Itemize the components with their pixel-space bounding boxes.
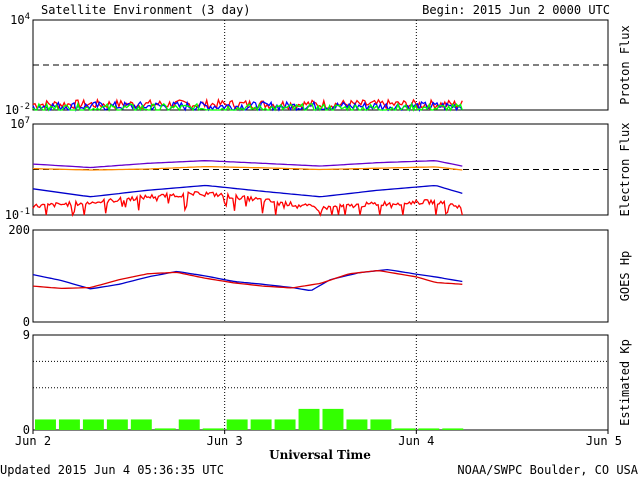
x-tick-label: Jun 3 <box>207 434 243 448</box>
y-tick-exponent: -1 <box>19 207 30 217</box>
panel-3: 200 0 GOES Hp <box>8 223 632 329</box>
kp-bar <box>322 408 344 430</box>
y-tick-label: 9 <box>23 328 30 342</box>
panel-frame <box>32 334 609 431</box>
panel-2: 107 10-1 Electron Flux <box>5 116 632 222</box>
kp-bar <box>226 419 248 430</box>
y-tick-exponent: -2 <box>19 102 30 112</box>
series-line <box>32 100 463 113</box>
begin-time: Begin: 2015 Jun 2 0000 UTC <box>422 3 610 17</box>
kp-bar <box>298 408 320 430</box>
y-tick-label: 0 <box>23 423 30 437</box>
kp-bar <box>394 428 416 430</box>
panels: 104 10-2 Proton Flux 107 10-1 Electron Flux 20… <box>5 12 632 448</box>
kp-bar <box>178 419 200 430</box>
series-line <box>32 160 463 169</box>
kp-bar <box>346 419 368 430</box>
kp-bar <box>58 419 80 430</box>
panel-frame <box>32 19 609 111</box>
kp-bar <box>418 428 440 430</box>
y-tick-exponent: 4 <box>25 12 30 22</box>
y-tick-label: 0 <box>23 315 30 329</box>
y-axis-label: GOES Hp <box>618 251 632 302</box>
kp-bar <box>82 419 104 430</box>
series-line <box>32 101 463 112</box>
kp-bar <box>370 419 392 430</box>
panel-frame <box>32 229 609 323</box>
series-line <box>32 97 463 111</box>
credit-text: NOAA/SWPC Boulder, CO USA <box>457 463 638 477</box>
x-tick-label: Jun 4 <box>398 434 434 448</box>
updated-timestamp: Updated 2015 Jun 4 05:36:35 UTC <box>0 463 224 477</box>
kp-bar <box>130 419 152 430</box>
kp-bar <box>154 428 176 430</box>
kp-bar <box>35 419 56 430</box>
x-axis: Jun 2 Jun 3 Jun 4 Jun 5 <box>15 430 622 448</box>
series-line <box>32 270 463 290</box>
chart-title: Satellite Environment (3 day) <box>41 3 251 17</box>
kp-bar <box>274 419 296 430</box>
y-tick-label: 104 <box>10 12 30 27</box>
y-axis-label: Electron Flux <box>618 123 632 217</box>
series-line <box>32 165 463 171</box>
x-axis-label: Universal Time <box>269 448 371 462</box>
y-tick-exponent: 7 <box>25 116 30 126</box>
kp-bar <box>106 419 128 430</box>
series-line <box>32 184 463 198</box>
y-axis-label: Proton Flux <box>618 25 632 104</box>
x-tick-label: Jun 2 <box>15 434 51 448</box>
y-tick-label: 107 <box>10 116 30 131</box>
y-axis-label: Estimated Kp <box>618 339 632 426</box>
panel-4: 9 0 Estimated Kp <box>23 328 632 437</box>
kp-bar <box>202 428 224 430</box>
y-tick-label: 200 <box>8 223 30 237</box>
y-tick-label: 10-1 <box>5 207 30 222</box>
series-line <box>32 191 463 218</box>
series-line <box>32 268 463 291</box>
y-tick-label: 10-2 <box>5 102 30 117</box>
kp-bar <box>442 428 464 430</box>
x-tick-label: Jun 5 <box>586 434 622 448</box>
kp-bar <box>250 419 272 430</box>
panel-1: 104 10-2 Proton Flux <box>5 12 632 117</box>
